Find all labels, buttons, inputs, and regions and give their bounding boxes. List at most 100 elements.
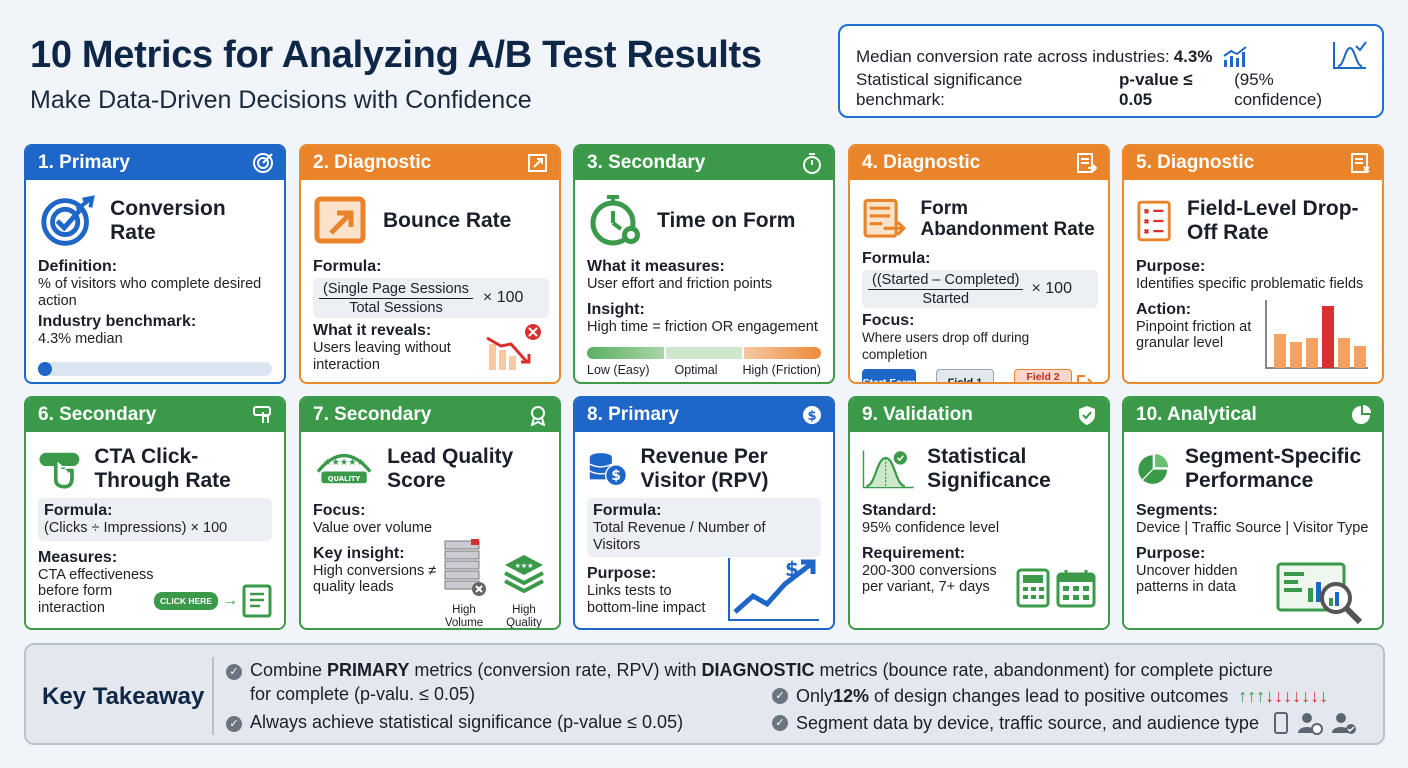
- scale-label: High (Friction): [742, 363, 821, 377]
- benchmark-note: (95% confidence): [1234, 69, 1322, 109]
- metric-name: Bounce Rate: [383, 209, 512, 232]
- focus-label: Focus:: [313, 502, 366, 519]
- growth-chart-icon: $: [728, 557, 819, 621]
- formula-denominator: Started: [922, 290, 970, 307]
- benchmark-line-conversion: Median conversion rate across industries…: [856, 40, 1366, 73]
- benchmark-value: 4.3%: [1173, 46, 1213, 66]
- bell-curve-chart-icon: [1333, 41, 1367, 69]
- up-arrow-icon: ↑: [1256, 686, 1266, 706]
- quality-badge-icon: ★★★★★ QUALITY: [316, 454, 372, 484]
- formula-box: (Single Page Sessions Total Sessions × 10…: [313, 278, 549, 318]
- formula-denominator: Total Sessions: [349, 299, 443, 316]
- card-category: 8. Primary: [587, 404, 679, 425]
- segment-icons: [1273, 711, 1357, 735]
- card-category: 7. Secondary: [313, 404, 432, 425]
- purpose-text: Uncover hidden patterns in data: [1136, 562, 1238, 596]
- high-quality-label: High Quality: [506, 604, 542, 629]
- formula-fraction: ((Started – Completed) Started: [868, 271, 1024, 308]
- card-header: 10. Analytical: [1124, 398, 1382, 432]
- form-exit-icon: [1077, 153, 1098, 173]
- cta-illustration: CLICK HERE →: [154, 584, 272, 618]
- cta-button-sample: CLICK HERE: [154, 592, 218, 610]
- action-text: Pinpoint friction at granular level: [1136, 318, 1252, 352]
- insight-text: High conversions ≠ quality leads: [313, 562, 437, 596]
- metric-name: Conversion Rate: [110, 197, 226, 244]
- segments-label: Segments:: [1136, 502, 1218, 519]
- metric-name: CTA Click-Through Rate: [94, 445, 231, 492]
- bell-curve-icon: [862, 450, 914, 489]
- text-part: Segment data by device, traffic source, …: [796, 713, 1259, 733]
- card-category: 10. Analytical: [1136, 404, 1257, 425]
- checklist-x-icon: [1351, 153, 1370, 173]
- standard-text: 95% confidence level: [862, 520, 1000, 536]
- metric-card-segments: 10. Analytical Segment-Specific Performa…: [1122, 396, 1384, 630]
- card-header: 9. Validation: [850, 398, 1108, 432]
- insight-label: Insight:: [587, 300, 645, 318]
- metric-name: Revenue Per Visitor (RPV): [640, 445, 769, 492]
- metric-card-bounce-rate: 2. Diagnostic Bounce Rate Formula: (Sing…: [299, 144, 561, 384]
- flow-step-dropoff: Field 2 (Drop-off): [1014, 369, 1072, 382]
- shield-check-icon: [1079, 406, 1095, 425]
- high-volume: High Volume: [441, 537, 487, 628]
- metric-card-field-dropoff: 5. Diagnostic Field-Level Drop-Off Rate …: [1122, 144, 1384, 384]
- takeaway-item-segment: ✓ Segment data by device, traffic source,…: [772, 711, 1357, 735]
- declining-chart-icon: [486, 324, 541, 370]
- requirement-label: Requirement:: [862, 544, 966, 562]
- down-arrow-icon: ↓: [1283, 686, 1293, 706]
- arrow-icon: →: [222, 592, 238, 609]
- check-icon: ✓: [772, 715, 788, 731]
- up-arrow-icon: ↑: [1238, 686, 1248, 706]
- insight-text: High time = friction OR engagement: [587, 318, 818, 335]
- pie-icon: [1352, 405, 1371, 424]
- up-arrow-icon: ↑: [1247, 686, 1257, 706]
- formula-numerator: ((Started – Completed): [868, 271, 1024, 290]
- text-part: Combine: [250, 660, 328, 680]
- measures-text: User effort and friction points: [587, 276, 773, 292]
- requirement-text: 200-300 conversions per variant, 7+ days: [862, 562, 997, 596]
- flow-step-field1: Field 1: [936, 369, 994, 382]
- formula-label: Formula:: [313, 258, 382, 275]
- user-check-icon: [1331, 713, 1356, 734]
- metric-card-significance: 9. Validation Statistical Significance S…: [848, 396, 1110, 630]
- benchmark-value: p-value ≤ 0.05: [1119, 69, 1193, 109]
- page-title: 10 Metrics for Analyzing A/B Test Result…: [30, 34, 762, 76]
- benchmark-label: Statistical significance benchmark:: [856, 69, 1023, 109]
- formula-fraction: (Single Page Sessions Total Sessions: [319, 280, 473, 317]
- quality-badge-text: QUALITY: [328, 475, 361, 483]
- metric-name: Segment-Specific Performance: [1184, 445, 1362, 492]
- checklist-x-icon: [1137, 200, 1171, 242]
- form-icon: [242, 584, 272, 618]
- formula-multiplier: × 100: [482, 289, 524, 306]
- formula-box: Formula: Total Revenue / Number of Visit…: [587, 498, 821, 557]
- scale-high: [744, 347, 821, 359]
- metric-card-conversion-rate: 1. Primary Conversion Rate Definition: %…: [24, 144, 286, 384]
- stopwatch-icon: [803, 153, 821, 174]
- focus-text: Where users drop off during completion: [862, 330, 1030, 362]
- svg-text:$: $: [785, 557, 799, 581]
- formula-text: Total Revenue / Number of Visitors: [593, 520, 766, 553]
- formula-label: Formula:: [44, 502, 113, 519]
- down-arrow-icon: ↓: [1310, 686, 1320, 706]
- metric-name: Time on Form: [657, 209, 796, 232]
- card-category: 2. Diagnostic: [313, 152, 432, 173]
- benchmark-line-significance: Statistical significance benchmark: p-va…: [856, 70, 1366, 109]
- measures-label: Measures:: [38, 548, 118, 566]
- text-part: Only: [796, 686, 834, 706]
- purpose-text: Identifies specific problematic fields: [1136, 276, 1364, 292]
- purpose-label: Purpose:: [587, 565, 657, 582]
- card-category: 6. Secondary: [38, 404, 157, 425]
- dollar-icon: $: [803, 406, 821, 424]
- svg-text:★★★: ★★★: [515, 562, 534, 570]
- metric-card-cta-ctr: 6. Secondary CTA Click-Through Rate Form…: [24, 396, 286, 630]
- text-emphasis: DIAGNOSTIC: [701, 660, 815, 680]
- text-part: metrics (conversion rate, RPV) with: [409, 660, 702, 680]
- svg-text:★★★★★: ★★★★★: [323, 457, 364, 468]
- user-settings-icon: [1297, 713, 1323, 735]
- definition-label: Definition:: [38, 258, 118, 275]
- page-subtitle: Make Data-Driven Decisions with Confiden…: [30, 86, 532, 114]
- check-icon: ✓: [226, 716, 242, 732]
- text-part: of design changes lead to positive outco…: [874, 686, 1229, 706]
- high-quality: ★★★ High Quality: [501, 551, 547, 629]
- form-exit-icon: [863, 198, 907, 238]
- calc-calendar-icons: [1016, 568, 1096, 608]
